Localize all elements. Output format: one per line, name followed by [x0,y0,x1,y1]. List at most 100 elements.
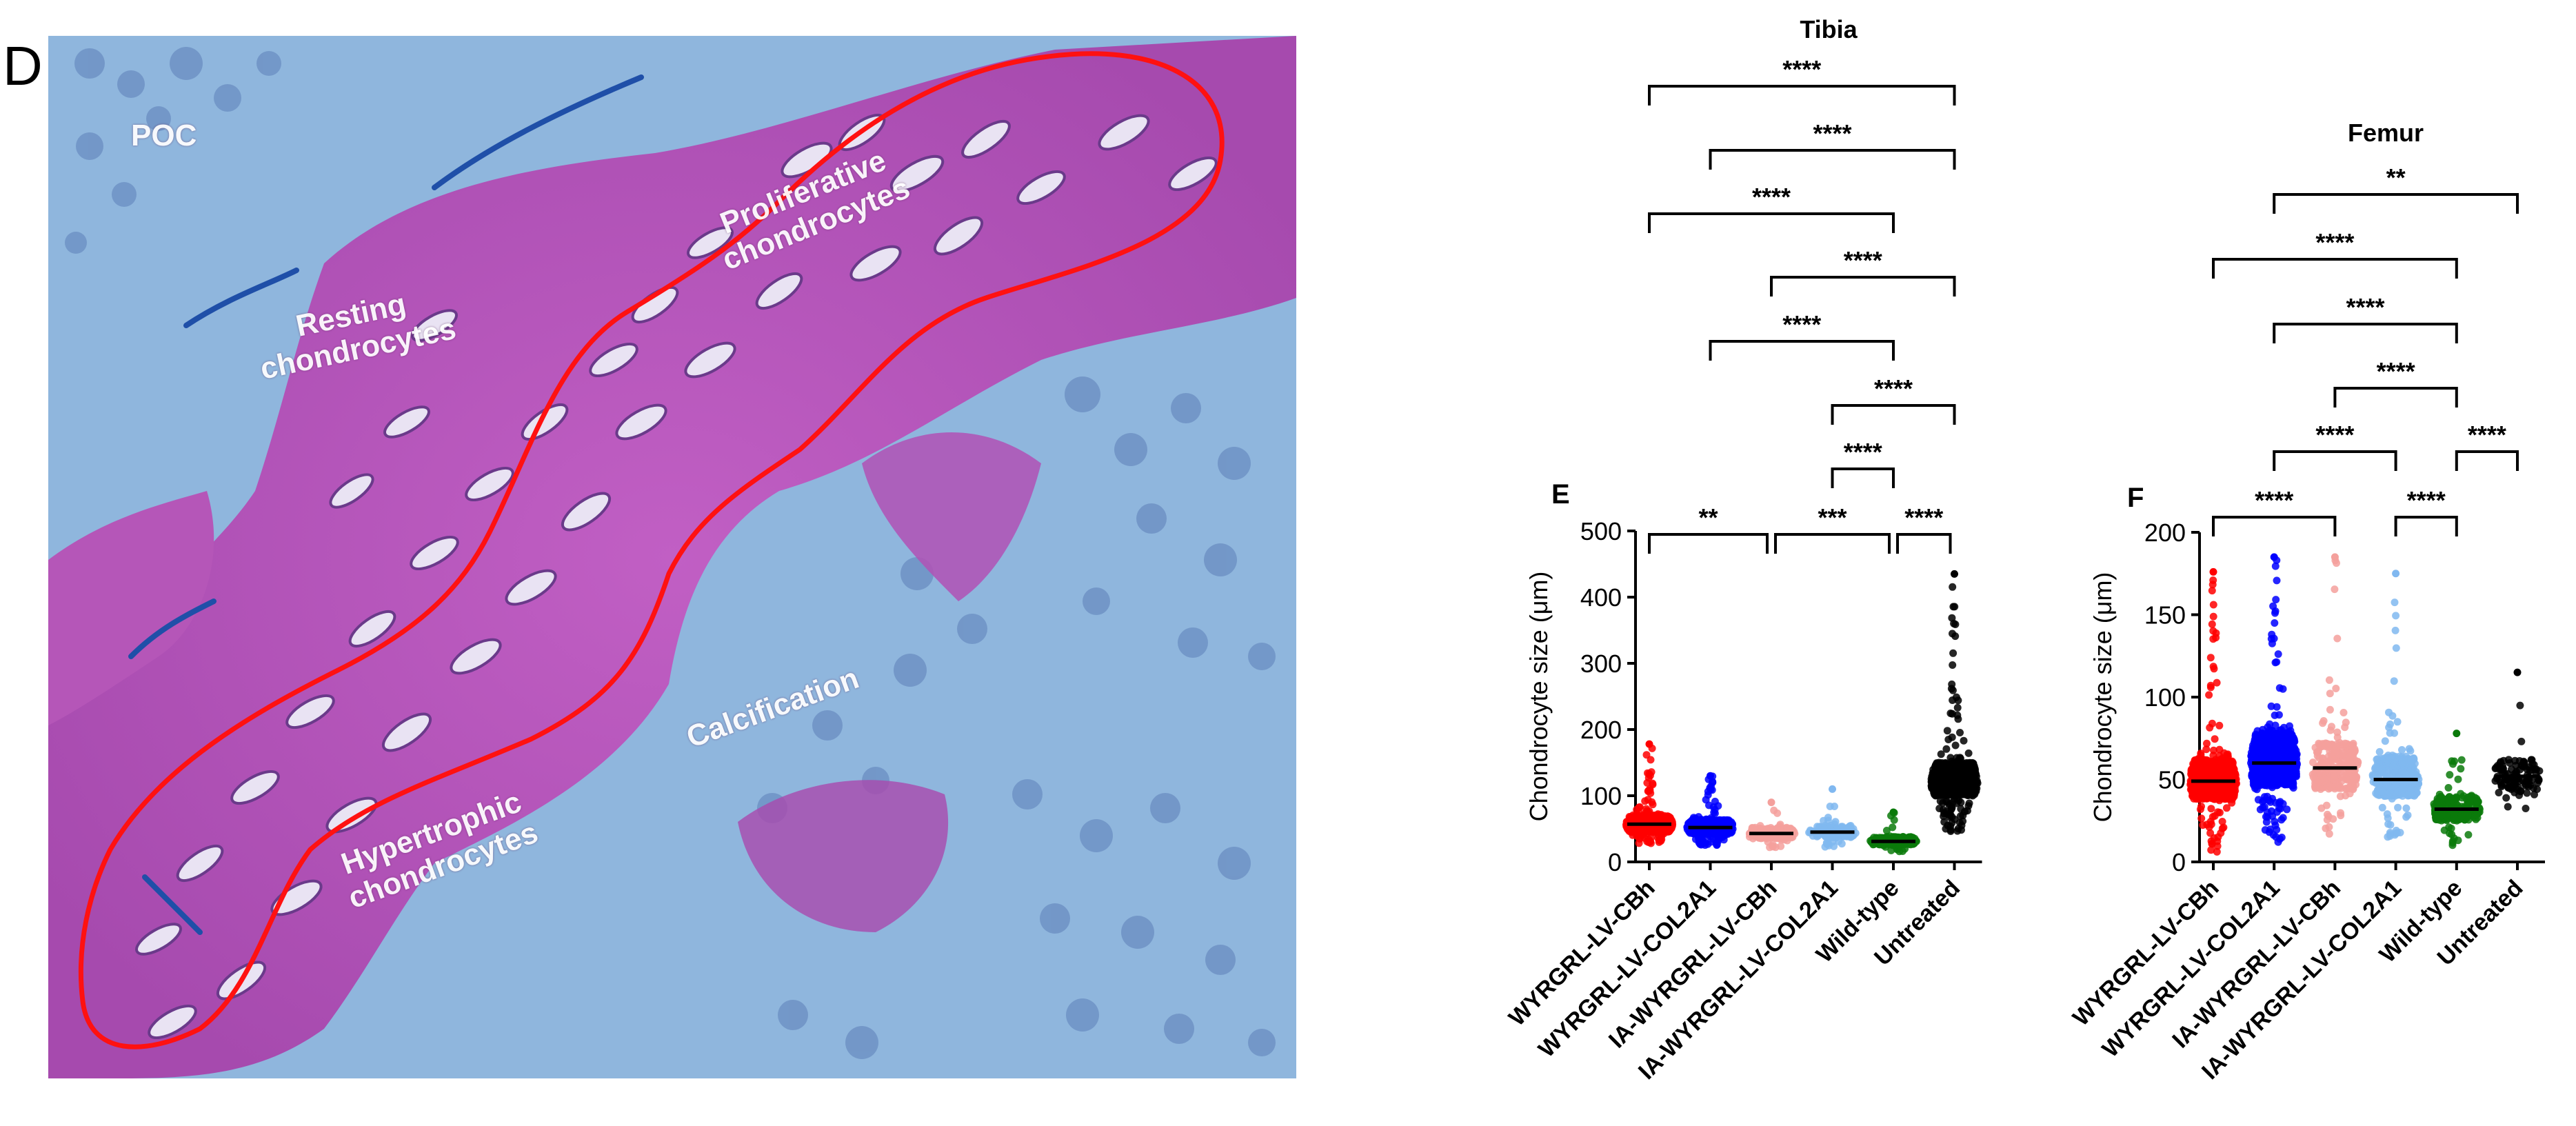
data-point [1827,821,1835,830]
data-point [2317,804,2326,812]
data-point [2282,741,2290,748]
series-dots [1805,785,1860,851]
data-point [1952,693,1960,701]
series-dots [1866,808,1920,856]
data-point [2206,818,2215,825]
data-point [1949,798,1957,807]
data-point [2196,755,2204,763]
significance-bracket: **** [1831,374,1956,425]
data-point [2190,787,2198,795]
growth-plate-outline [78,51,1225,1049]
data-point [2385,708,2393,716]
bracket-line [1896,533,1952,554]
data-point [1710,828,1718,836]
data-point [1647,756,1655,764]
data-point [2324,740,2332,748]
data-point [2281,772,2289,781]
data-point [1882,827,1891,834]
data-point [1707,782,1715,790]
data-point [2457,756,2466,764]
data-point [1934,763,1942,771]
significance-bracket: **** [1770,246,1956,296]
data-point [1628,826,1636,834]
data-point [2386,788,2394,796]
data-point [2217,829,2225,837]
data-point [1696,816,1704,824]
data-point [1937,750,1945,758]
data-point [2337,741,2346,748]
series-dots [2247,553,2301,846]
data-point [2272,596,2280,604]
data-point [2333,634,2342,643]
bracket-line [1831,404,1956,425]
data-point [1780,836,1789,844]
data-point [2393,718,2402,726]
data-point [1711,805,1719,814]
data-point-max [1645,740,1653,748]
data-point [2313,752,2322,760]
data-point [1705,801,1713,810]
data-point [2325,823,2333,831]
micrograph-image [48,36,1296,1078]
series-dots [1683,772,1737,849]
data-point [2378,803,2386,812]
data-point [2398,746,2406,754]
data-point [2341,723,2349,732]
data-point [2226,786,2235,794]
chart-title: Tibia [1800,15,1858,43]
series-dots [1745,798,1799,852]
data-point [2272,746,2280,754]
data-point [1942,798,1951,806]
data-point [2348,741,2357,750]
data-point [2398,759,2406,767]
y-tick-label: 150 [2144,601,2186,630]
data-point [2206,654,2215,662]
data-point [1949,661,1957,669]
data-point [2339,709,2348,716]
series-dots [2308,553,2362,838]
significance-label: ** [1698,503,1718,532]
data-point [1956,812,1964,821]
y-tick-label: 0 [2172,848,2186,876]
label-poc: POC [131,119,197,152]
data-point [1648,798,1656,806]
data-point [2381,737,2389,745]
data-point [1843,824,1851,832]
significance-bracket: *** [1774,503,1891,554]
data-point [2213,785,2221,794]
data-point [1940,818,1949,826]
data-point [1965,799,1973,807]
data-point [1890,816,1898,824]
bracket-line [1648,85,1956,105]
data-point [2386,720,2394,728]
data-point [1632,812,1640,820]
significance-bracket: ** [1648,503,1769,554]
bracket-line [1709,340,1895,361]
data-point [2203,739,2211,747]
data-point [2274,650,2282,658]
data-point [1713,841,1721,849]
data-point [2392,644,2400,652]
data-point [1848,832,1856,841]
data-point [1644,838,1653,846]
data-point [1771,834,1779,842]
data-point [2267,702,2275,710]
data-point [2277,816,2286,824]
data-point [2368,771,2377,779]
significance-label: **** [1782,55,1821,83]
data-point [1949,686,1957,694]
data-point [2264,813,2272,821]
data-point [2326,726,2335,734]
data-point [2224,765,2232,772]
data-point [1954,715,1962,723]
data-point [2274,838,2282,846]
data-point [2208,620,2216,628]
data-point [2196,763,2204,772]
fibrous-streaks [128,74,644,935]
data-point [2326,705,2334,714]
significance-label: **** [1752,183,1791,211]
data-point [2405,745,2413,753]
data-point [2407,757,2415,765]
